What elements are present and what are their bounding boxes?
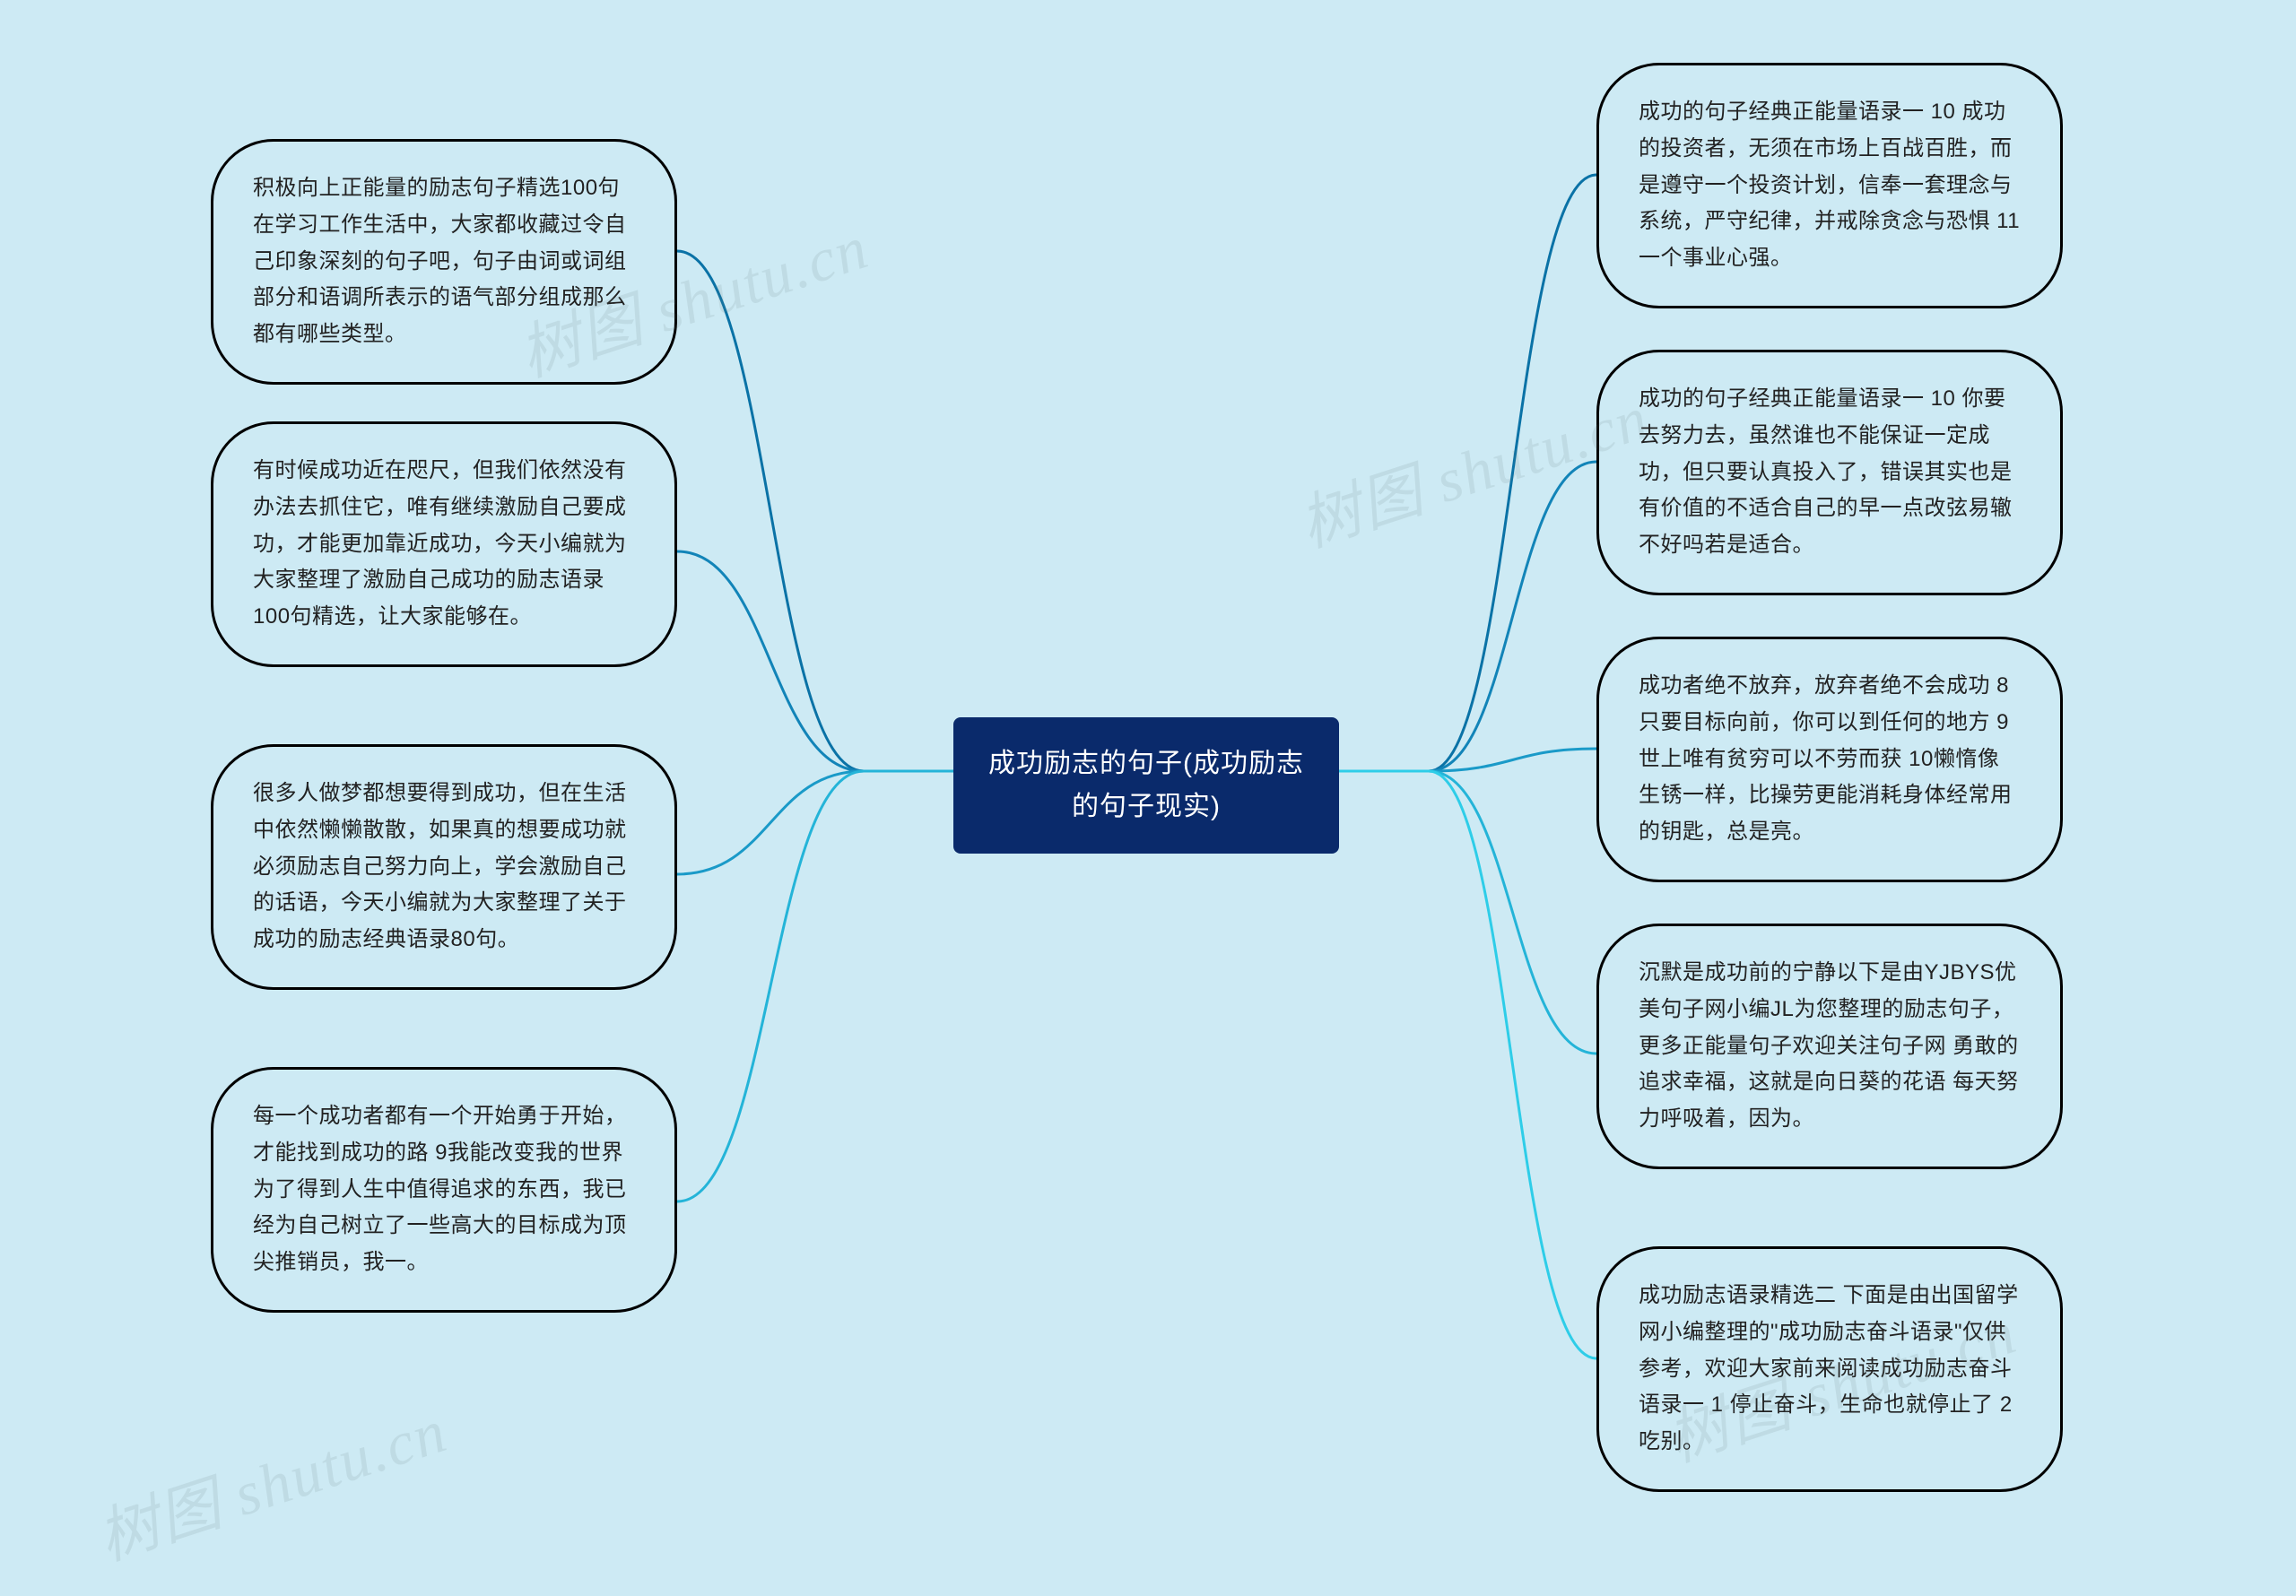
right-node-3-text: 成功者绝不放弃，放弃者绝不会成功 8只要目标向前，你可以到任何的地方 9世上唯有…	[1639, 673, 2013, 844]
left-node-2: 有时候成功近在咫尺，但我们依然没有办法去抓住它，唯有继续激励自己要成功，才能更加…	[211, 421, 677, 667]
right-node-1-text: 成功的句子经典正能量语录一 10 成功的投资者，无须在市场上百战百胜，而是遵守一…	[1639, 100, 2020, 270]
watermark: 树图 shutu.cn	[85, 1381, 457, 1577]
center-line2: 的句子现实)	[1072, 792, 1221, 821]
right-node-4-text: 沉默是成功前的宁静以下是由YJBYS优美句子网小编JL为您整理的励志句子，更多正…	[1639, 960, 2019, 1131]
right-node-5-text: 成功励志语录精选二 下面是由出国留学网小编整理的"成功励志奋斗语录"仅供参考，欢…	[1639, 1283, 2019, 1453]
right-node-5: 成功励志语录精选二 下面是由出国留学网小编整理的"成功励志奋斗语录"仅供参考，欢…	[1596, 1246, 2063, 1492]
right-node-2-text: 成功的句子经典正能量语录一 10 你要去努力去，虽然谁也不能保证一定成功，但只要…	[1639, 386, 2013, 557]
left-node-3: 很多人做梦都想要得到成功，但在生活中依然懒懒散散，如果真的想要成功就必须励志自己…	[211, 744, 677, 990]
right-node-4: 沉默是成功前的宁静以下是由YJBYS优美句子网小编JL为您整理的励志句子，更多正…	[1596, 924, 2063, 1169]
center-node: 成功励志的句子(成功励志 的句子现实)	[953, 717, 1339, 854]
right-node-2: 成功的句子经典正能量语录一 10 你要去努力去，虽然谁也不能保证一定成功，但只要…	[1596, 350, 2063, 595]
left-node-1: 积极向上正能量的励志句子精选100句 在学习工作生活中，大家都收藏过令自己印象深…	[211, 139, 677, 385]
center-line1: 成功励志的句子(成功励志	[988, 749, 1304, 778]
left-node-4-text: 每一个成功者都有一个开始勇于开始，才能找到成功的路 9我能改变我的世界为了得到人…	[253, 1104, 627, 1274]
right-node-1: 成功的句子经典正能量语录一 10 成功的投资者，无须在市场上百战百胜，而是遵守一…	[1596, 63, 2063, 308]
right-node-3: 成功者绝不放弃，放弃者绝不会成功 8只要目标向前，你可以到任何的地方 9世上唯有…	[1596, 637, 2063, 882]
left-node-3-text: 很多人做梦都想要得到成功，但在生活中依然懒懒散散，如果真的想要成功就必须励志自己…	[253, 781, 627, 951]
left-node-4: 每一个成功者都有一个开始勇于开始，才能找到成功的路 9我能改变我的世界为了得到人…	[211, 1067, 677, 1313]
left-node-1-text: 积极向上正能量的励志句子精选100句 在学习工作生活中，大家都收藏过令自己印象深…	[253, 176, 627, 346]
left-node-2-text: 有时候成功近在咫尺，但我们依然没有办法去抓住它，唯有继续激励自己要成功，才能更加…	[253, 458, 627, 629]
